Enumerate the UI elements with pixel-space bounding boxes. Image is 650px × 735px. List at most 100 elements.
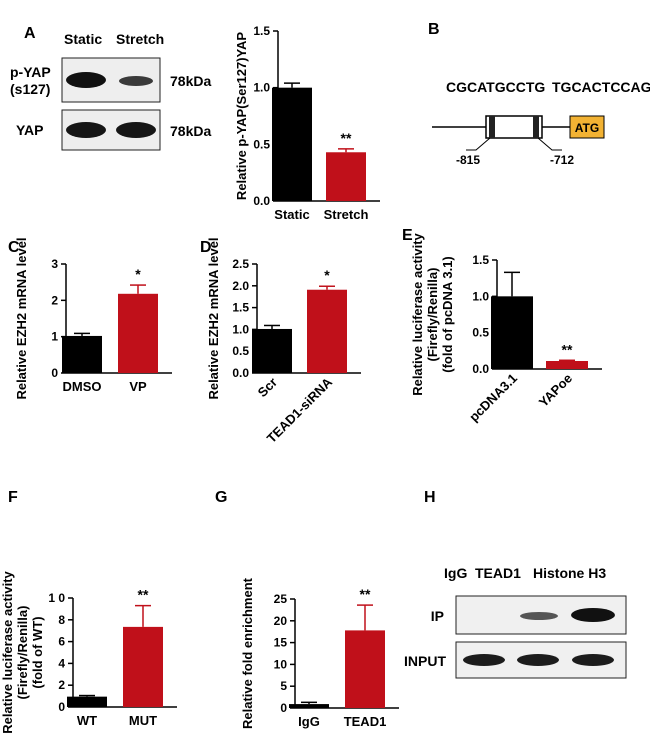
gel-band-input-h3 bbox=[572, 654, 614, 666]
bar-g-1 bbox=[345, 630, 385, 708]
category-label-c-0: DMSO bbox=[63, 379, 102, 394]
y-tick-label-f-0: 0 bbox=[58, 700, 65, 714]
y-tick-label-g-1: 5 bbox=[280, 679, 287, 693]
bar-a-0 bbox=[272, 87, 312, 201]
gel-label-input: INPUT bbox=[404, 653, 446, 669]
category-label-d-0: Scr bbox=[255, 375, 280, 400]
y-tick-label-g-0: 0 bbox=[280, 701, 287, 715]
panel-letter-c: C bbox=[8, 239, 20, 256]
y-axis-label-g: Relative fold enrichment bbox=[240, 577, 255, 729]
y-tick-label-a-2: 1.0 bbox=[253, 81, 270, 95]
chart-c: 0 1 2 3 DMSO * VP Relative EZH2 mRNA level bbox=[14, 237, 172, 400]
category-label-c-1: VP bbox=[129, 379, 147, 394]
y-axis-label-e-1: (Firefly/Renilla) bbox=[425, 268, 440, 362]
y-tick-label-d-3: 1.5 bbox=[232, 301, 249, 315]
category-label-f-0: WT bbox=[77, 713, 97, 728]
seq-right: TGCACTCCAG bbox=[552, 79, 650, 95]
category-label-g-1: TEAD1 bbox=[344, 714, 387, 729]
blot-a-band-pyap-static bbox=[66, 72, 106, 88]
gel-band-ip-tead1 bbox=[520, 612, 558, 620]
y-tick-label-e-3: 1.5 bbox=[472, 253, 489, 267]
y-tick-label-a-0: 0.0 bbox=[253, 194, 270, 208]
blot-a-header-stretch: Stretch bbox=[116, 31, 164, 47]
panel-letter-a: A bbox=[24, 25, 36, 42]
bar-d-1 bbox=[307, 289, 347, 373]
seq-left: CGCATGCCTG bbox=[446, 79, 545, 95]
panel-letter-e: E bbox=[402, 227, 413, 244]
binding-site-right bbox=[533, 116, 539, 138]
gel-band-ip-h3 bbox=[571, 608, 615, 622]
y-tick-label-d-0: 0.0 bbox=[232, 366, 249, 380]
significance-d-1: * bbox=[324, 267, 330, 283]
gel-band-input-igg bbox=[463, 654, 505, 666]
blot-a-band-yap-stretch bbox=[116, 122, 156, 138]
pos-right-leader bbox=[537, 137, 562, 151]
y-axis-label-c: Relative EZH2 mRNA level bbox=[14, 237, 29, 399]
y-tick-label-d-4: 2.0 bbox=[232, 279, 249, 293]
y-tick-label-e-1: 0.5 bbox=[472, 326, 489, 340]
y-tick-label-d-2: 1.0 bbox=[232, 322, 249, 336]
promoter-schematic-b: CGCATGCCTG TGCACTCCAG ATG -815 -712 bbox=[432, 79, 650, 167]
significance-e-1: ** bbox=[562, 341, 573, 357]
y-tick-label-f-5: 1 0 bbox=[48, 591, 65, 605]
significance-c-1: * bbox=[135, 266, 141, 282]
blot-a-label-pyap-2: (s127) bbox=[10, 81, 50, 97]
category-label-a-1: Stretch bbox=[324, 207, 369, 222]
panel-letter-h: H bbox=[424, 489, 436, 506]
y-tick-label-c-2: 2 bbox=[51, 293, 58, 307]
category-label-g-0: IgG bbox=[298, 714, 320, 729]
atg-box bbox=[569, 115, 605, 139]
y-axis-label-e-2: (fold of pcDNA 3.1) bbox=[440, 256, 455, 373]
y-tick-label-g-5: 25 bbox=[274, 592, 288, 606]
significance-g-1: ** bbox=[360, 586, 371, 602]
panel-letter-g: G bbox=[215, 489, 227, 506]
significance-f-1: ** bbox=[138, 587, 149, 603]
y-tick-label-d-5: 2.5 bbox=[232, 257, 249, 271]
y-axis-label-f-1: (Firefly/Renilla) bbox=[15, 606, 30, 700]
y-tick-label-g-2: 10 bbox=[274, 657, 288, 671]
bar-c-0 bbox=[62, 335, 102, 373]
y-axis-label-e-0: Relative luciferase activity bbox=[410, 232, 425, 395]
bar-f-0 bbox=[67, 696, 107, 707]
gel-header-igg: IgG bbox=[444, 565, 467, 581]
response-element-box bbox=[485, 115, 543, 139]
bar-f-1 bbox=[123, 626, 163, 707]
blot-a-header-static: Static bbox=[64, 31, 102, 47]
panel-letter-f: F bbox=[8, 489, 18, 506]
blot-a-label-yap: YAP bbox=[16, 122, 44, 138]
chart-f: 0 2 4 6 8 1 0 WT ** MUT Relative luciferase activ… bbox=[0, 570, 177, 734]
y-axis-label-d: Relative EZH2 mRNA level bbox=[206, 237, 221, 399]
chart-a: 0.0 0.5 1.0 1.5 Static ** Stretch Relative p-YA… bbox=[234, 24, 380, 222]
y-axis-label-f-0: Relative luciferase activity bbox=[0, 570, 15, 733]
blot-a-size-pyap: 78kDa bbox=[170, 73, 211, 89]
y-tick-label-f-4: 8 bbox=[58, 613, 65, 627]
y-tick-label-g-4: 20 bbox=[274, 614, 288, 628]
panel-letter-d: D bbox=[200, 239, 212, 256]
category-label-e-1: YAPoe bbox=[536, 371, 575, 410]
y-tick-label-g-3: 15 bbox=[274, 636, 288, 650]
y-tick-label-a-3: 1.5 bbox=[253, 24, 270, 38]
bar-e-1 bbox=[546, 361, 588, 369]
bar-a-1 bbox=[326, 152, 366, 201]
significance-a-1: ** bbox=[341, 130, 352, 146]
y-tick-label-a-1: 0.5 bbox=[253, 137, 270, 151]
y-axis-label-f-2: (fold of WT) bbox=[30, 616, 45, 688]
chip-gel-h: IgG TEAD1 Histone H3 IP INPUT bbox=[404, 565, 627, 679]
bar-d-0 bbox=[252, 328, 292, 373]
pos-right-label: -712 bbox=[550, 153, 574, 167]
blot-a-label-pyap-1: p-YAP bbox=[10, 64, 51, 80]
y-tick-label-c-3: 3 bbox=[51, 257, 58, 271]
y-tick-label-c-0: 0 bbox=[51, 366, 58, 380]
chart-e: 0.0 0.5 1.0 1.5 pcDNA3.1 ** YAPoe Relative luci… bbox=[410, 232, 602, 425]
blot-a-band-yap-static bbox=[66, 122, 106, 138]
category-label-f-1: MUT bbox=[129, 713, 157, 728]
chart-d: 0.00.51.01.52.02.5Scr*TEAD1-siRNARelativ… bbox=[206, 237, 361, 446]
gel-header-tead1: TEAD1 bbox=[475, 565, 521, 581]
blot-a-size-yap: 78kDa bbox=[170, 123, 211, 139]
gel-header-h3: Histone H3 bbox=[533, 565, 606, 581]
y-tick-label-f-1: 2 bbox=[58, 678, 65, 692]
category-label-e-0: pcDNA3.1 bbox=[466, 371, 520, 425]
binding-site-left bbox=[489, 116, 495, 138]
bar-e-0 bbox=[491, 296, 533, 369]
